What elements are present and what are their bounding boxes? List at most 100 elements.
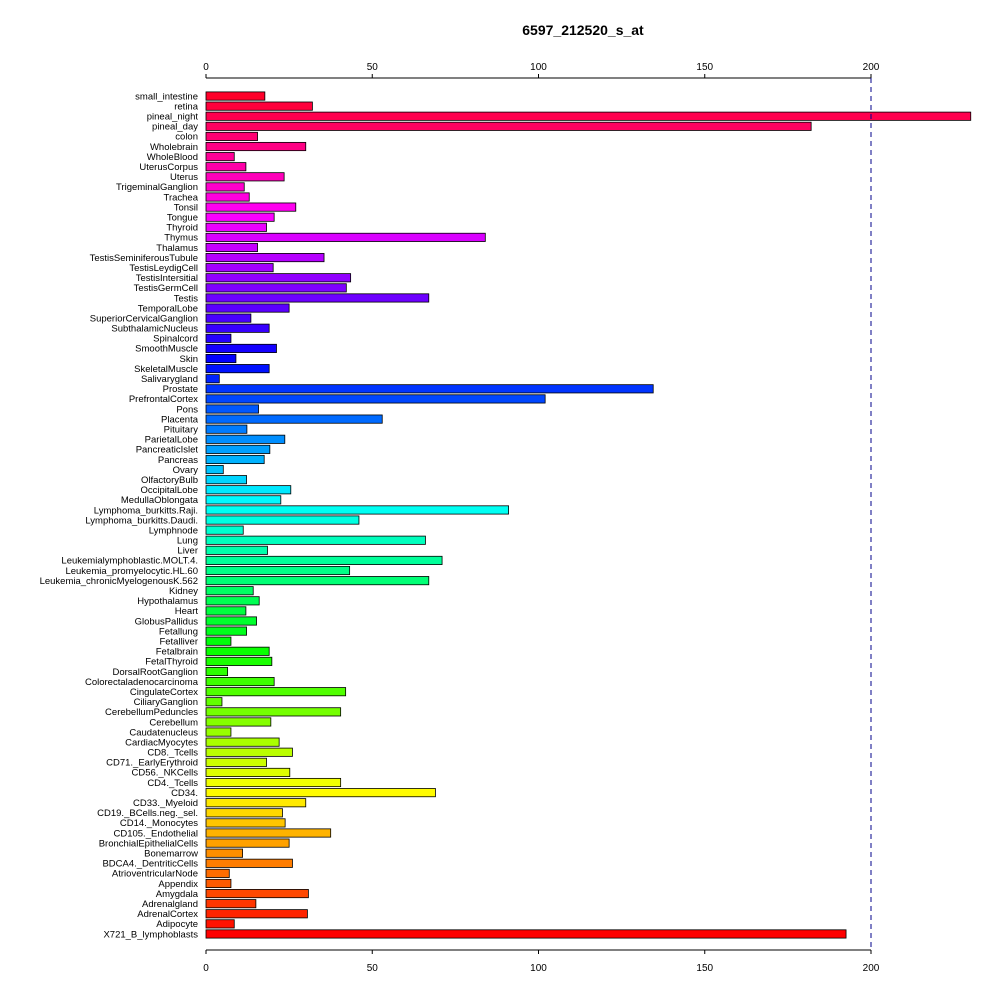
bar-ParietalLobe (205, 434, 286, 444)
bar-Tonsil (205, 202, 297, 212)
bar-CD34. (205, 788, 436, 798)
category-label: Kidney (169, 586, 198, 597)
bar-Ovary (205, 465, 224, 475)
category-label: Prostate (163, 384, 198, 395)
category-label: PrefrontalCortex (129, 394, 198, 405)
category-label: TestisIntersitial (136, 273, 198, 284)
category-label: CD19._BCells.neg._sel. (97, 808, 198, 819)
bar-Skin (205, 353, 237, 364)
category-label: Uterus (170, 172, 198, 183)
category-label: Adrenalgland (142, 899, 198, 910)
chart-title: 6597_212520_s_at (522, 22, 644, 38)
category-label: Ovary (173, 465, 199, 476)
bar-GlobusPallidus (205, 616, 257, 626)
bar-pineal_night (205, 111, 972, 121)
bar-Testis (205, 293, 430, 303)
bar-Heart (205, 606, 247, 616)
bar-DorsalRootGanglion (205, 666, 229, 677)
bar-small_intestine (205, 91, 266, 101)
category-label: Fetallung (159, 626, 198, 637)
category-label: Fetalliver (159, 636, 198, 647)
tick-label-bottom: 50 (367, 963, 379, 974)
bar-Prostate (205, 384, 654, 394)
category-label: pineal_night (147, 112, 199, 123)
bar-Appendix (205, 878, 232, 889)
bar-AdrenalCortex (205, 909, 308, 919)
bar-CD33._Myeloid (205, 798, 307, 808)
bar-Pituitary (205, 424, 248, 434)
bar-PancreaticIslet (205, 444, 271, 454)
bar-Kidney (205, 586, 254, 596)
bar-SmoothMuscle (205, 343, 277, 353)
tick-label-top: 200 (863, 62, 880, 73)
bar-TemporalLobe (205, 303, 290, 313)
category-label: Heart (175, 606, 199, 617)
category-label: TemporalLobe (138, 303, 198, 314)
category-label: CD71._EarlyErythroid (106, 758, 198, 769)
category-label: SuperiorCervicalGanglion (90, 313, 198, 324)
category-label: CerebellumPeduncles (105, 707, 198, 718)
category-labels: small_intestineretinapineal_nightpineal_… (40, 91, 199, 940)
bar-OccipitalLobe (205, 485, 292, 495)
bar-Thalamus (205, 242, 258, 253)
tick-label-top: 0 (203, 62, 209, 73)
category-label: X721_B_lymphoblasts (103, 929, 198, 940)
category-label: Skin (180, 354, 198, 365)
category-label: Placenta (161, 414, 199, 425)
tick-label-top: 50 (367, 62, 379, 73)
x-axis-bottom: 0 50 100 150 200 (203, 949, 880, 974)
category-label: UterusCorpus (139, 162, 198, 173)
category-label: retina (174, 101, 198, 112)
category-label: Fetalbrain (156, 647, 198, 658)
bar-MedullaOblongata (205, 495, 282, 505)
bar-WholeBlood (205, 152, 235, 162)
category-label: OccipitalLobe (140, 485, 198, 496)
bar-Placenta (205, 414, 383, 424)
category-label: TestisSeminiferousTubule (90, 253, 198, 264)
category-label: Wholebrain (150, 142, 198, 153)
category-label: CD56._NKCells (131, 768, 198, 779)
category-label: Spinalcord (153, 334, 198, 345)
category-label: TestisLeydigCell (129, 263, 198, 274)
bar-FetalThyroid (205, 656, 273, 666)
bar-Bonemarrow (205, 848, 243, 858)
tick-label-bottom: 0 (203, 963, 209, 974)
bar-TestisSeminiferousTubule (205, 253, 325, 263)
tick-label-bottom: 150 (696, 963, 713, 974)
category-label: Lymphoma_burkitts.Daudi. (85, 515, 198, 526)
bar-TestisIntersitial (205, 273, 352, 283)
bar-BDCA4._DentriticCells (205, 858, 293, 868)
bar-Thymus (205, 232, 486, 242)
bar-Fetalbrain (205, 646, 270, 656)
tick-label-top: 100 (530, 62, 547, 73)
category-label: Hypothalamus (137, 596, 198, 607)
bar-Pons (205, 404, 259, 414)
bar-BronchialEpithelialCells (205, 838, 290, 848)
category-label: OlfactoryBulb (141, 475, 198, 486)
tick-label-bottom: 200 (863, 963, 880, 974)
category-label: CiliaryGanglion (134, 697, 198, 708)
category-label: GlobusPallidus (135, 616, 199, 627)
category-label: Pons (176, 404, 198, 415)
bar-Fetalliver (205, 636, 232, 646)
category-label: Thyroid (166, 223, 198, 234)
category-label: CardiacMyocytes (125, 737, 198, 748)
bar-CingulateCortex (205, 687, 347, 697)
bar-SubthalamicNucleus (205, 323, 270, 333)
bar-Lung (205, 535, 426, 545)
bar-Adrenalgland (205, 899, 257, 909)
category-label: Thalamus (156, 243, 198, 254)
category-label: CD14._Monocytes (120, 818, 198, 829)
bar-TestisLeydigCell (205, 263, 274, 273)
category-label: DorsalRootGanglion (112, 667, 198, 678)
bar-Adipocyte (205, 919, 235, 929)
bar-retina (205, 101, 313, 111)
bar-Salivarygland (205, 374, 220, 384)
bar-AtrioventricularNode (205, 868, 230, 878)
category-label: TestisGermCell (134, 283, 198, 294)
category-label: TrigeminalGanglion (116, 182, 198, 193)
bar-Wholebrain (205, 141, 307, 152)
bar-Leukemia_promyelocytic.HL.60 (205, 565, 351, 576)
category-label: AtrioventricularNode (112, 869, 198, 880)
